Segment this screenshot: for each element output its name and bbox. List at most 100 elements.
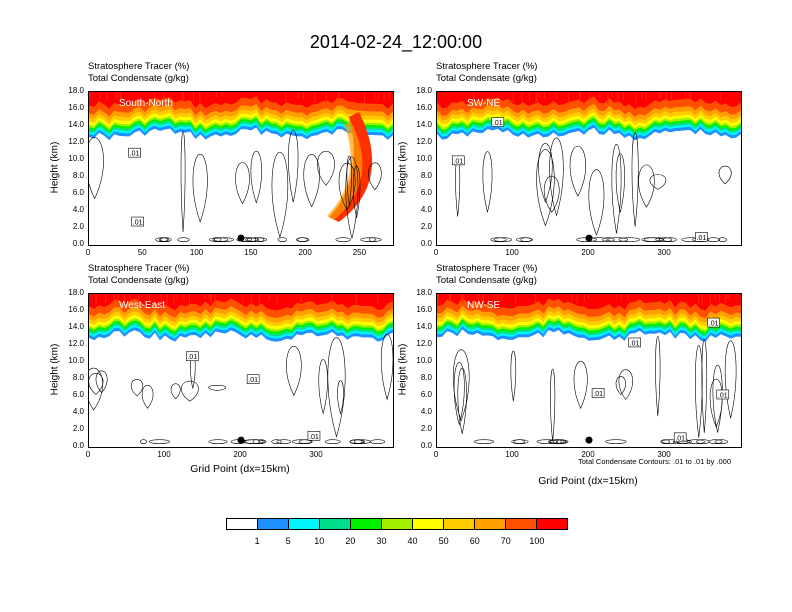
panel-field-title: Stratosphere Tracer (%) [436,263,538,274]
contour-label: .01 [630,340,640,347]
page-title: 2014-02-24_12:00:00 [309,32,483,52]
y-tick-label: 4.0 [72,407,84,416]
colorbar-swatch [444,519,475,529]
y-tick-label: 2.0 [72,222,84,231]
panel-field-title: Stratosphere Tracer (%) [436,61,538,72]
location-marker [585,234,593,242]
x-tick-label: 100 [505,450,519,459]
contour-label: .01 [309,434,319,441]
condensate-contour [482,151,493,213]
colorbar-swatch [227,519,258,529]
condensate-contour [490,237,507,242]
contour-label: .01 [593,391,603,398]
condensate-contour [346,155,352,206]
x-axis-label: Grid Point (dx=15km) [538,475,638,487]
y-tick-label: 2.0 [420,222,432,231]
colorbar-label: 1 [254,536,260,546]
y-tick-label: 18.0 [416,288,432,297]
colorbar-swatch [537,519,567,529]
plot-svg: .01 .01 .01 [89,294,393,444]
x-tick-label: 200 [581,450,595,459]
condensate-contour [170,383,181,400]
condensate-contour [131,379,144,397]
condensate-contour [192,153,208,223]
condensate-contour [655,336,661,417]
colorbar-swatch [351,519,382,529]
x-tick-label: 100 [157,450,171,459]
condensate-contour [515,237,533,242]
y-tick-label: 8.0 [72,171,84,180]
condensate-contour [368,162,382,191]
x-tick-label: 100 [505,248,519,257]
condensate-contour [291,439,312,444]
tracer-band [89,294,393,311]
y-axis-label: Height (km) [397,141,409,193]
location-marker [237,234,245,242]
plot-svg: .01 .01 [89,92,393,242]
condensate-contour [286,346,302,397]
section-label: SW-NE [467,98,501,109]
condensate-contour [631,132,639,227]
panel-contour-title: Total Condensate (g/kg) [88,73,189,84]
contour-note: Total Condensate Contours: .01 to .01 by… [578,457,732,466]
condensate-contour [345,156,359,239]
condensate-contour [360,237,382,242]
condensate-contour [513,439,525,444]
y-tick-label: 14.0 [68,322,84,331]
contour-label: .01 [675,435,685,442]
condensate-contour [235,162,250,205]
y-tick-label: 2.0 [72,424,84,433]
condensate-contour [317,150,335,186]
condensate-contour [695,345,703,438]
section-label: South-North [119,98,173,109]
y-tick-label: 16.0 [416,305,432,314]
x-tick-label: 300 [657,248,671,257]
contour-label-box [491,117,505,127]
condensate-contour [250,150,262,204]
condensate-contour [618,237,640,242]
condensate-contour [548,439,565,444]
plot-svg: .01 .01 .01 [437,92,741,242]
colorbar-label: 20 [345,536,356,546]
y-tick-label: 16.0 [68,103,84,112]
condensate-contour [208,385,227,392]
x-tick-label: 150 [244,248,258,257]
y-tick-label: 18.0 [416,86,432,95]
condensate-contour [271,439,282,444]
condensate-contour [89,137,104,200]
condensate-contour [474,439,494,444]
condensate-contour [244,439,267,444]
y-tick-label: 4.0 [420,205,432,214]
condensate-contour [709,378,723,428]
y-tick-label: 14.0 [416,120,432,129]
y-tick-label: 18.0 [68,288,84,297]
condensate-contour [181,380,199,402]
condensate-contour [337,380,344,415]
y-tick-label: 10.0 [68,154,84,163]
y-tick-label: 2.0 [420,424,432,433]
colorbar-label: 40 [407,536,418,546]
condensate-contour [213,237,234,242]
condensate-contour [271,151,289,239]
condensate-contour [160,237,172,242]
condensate-contour [550,368,556,442]
panel-contour-title: Total Condensate (g/kg) [436,73,537,84]
condensate-contour [714,439,728,444]
condensate-contour [615,376,626,396]
condensate-contour [149,439,170,444]
y-tick-label: 10.0 [68,356,84,365]
x-tick-label: 300 [657,450,671,459]
condensate-contour [303,154,320,208]
condensate-contour [246,237,268,242]
y-tick-label: 12.0 [416,137,432,146]
condensate-contour [89,367,103,411]
condensate-contour [493,237,513,242]
x-axis-label: Grid Point (dx=15km) [190,463,290,475]
condensate-contour [177,237,190,242]
condensate-contour [370,439,386,444]
x-tick-label: 0 [85,450,91,459]
y-tick-label: 6.0 [72,188,84,197]
colorbar-label: 100 [529,536,545,546]
contour-label-box [246,374,260,384]
x-tick-label: 100 [189,248,204,257]
